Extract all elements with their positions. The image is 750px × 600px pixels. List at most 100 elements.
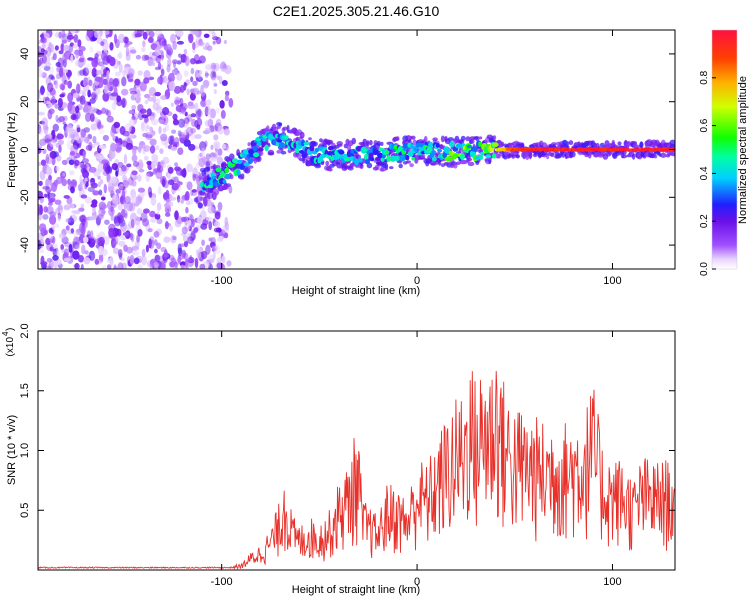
heatmap-cell: [148, 30, 155, 38]
heatmap-cell: [42, 96, 47, 105]
heatmap-cell: [172, 113, 178, 121]
heatmap-cell: [165, 212, 171, 217]
heatmap-cell: [67, 70, 71, 80]
heatmap-cell: [278, 122, 283, 126]
heatmap-cell: [55, 166, 60, 172]
heatmap-cell: [359, 163, 364, 169]
heatmap-cell: [47, 238, 54, 244]
heatmap-cell: [127, 78, 134, 83]
heatmap-cell: [153, 262, 160, 268]
heatmap-cell: [116, 77, 120, 88]
heatmap-cell: [123, 201, 127, 210]
heatmap-cell: [73, 230, 78, 237]
heatmap-cell: [190, 113, 197, 118]
heatmap-cell: [194, 257, 199, 269]
heatmap-cell: [431, 156, 437, 162]
heatmap-cell: [452, 146, 459, 152]
heatmap-cell: [110, 127, 115, 138]
heatmap-cell: [188, 143, 196, 151]
heatmap-cell: [67, 178, 71, 185]
heatmap-cell: [145, 244, 149, 253]
heatmap-cell: [150, 196, 157, 206]
heatmap-cell: [203, 79, 210, 87]
heatmap-cell: [492, 135, 497, 140]
heatmap-cell: [193, 174, 199, 179]
heatmap-cell: [52, 248, 58, 257]
heatmap-cell: [139, 108, 147, 114]
heatmap-cell: [221, 143, 227, 150]
heatmap-cell: [470, 138, 475, 144]
heatmap-cell: [171, 68, 179, 76]
heatmap-cell: [162, 156, 170, 165]
heatmap-cell: [70, 204, 75, 209]
heatmap-cell: [144, 155, 149, 161]
heatmap-cell: [119, 185, 126, 191]
heatmap-cell: [40, 85, 45, 96]
heatmap-cell: [147, 36, 154, 44]
heatmap-cell: [94, 30, 100, 39]
heatmap-cell: [180, 264, 185, 269]
heatmap-cell: [528, 152, 532, 160]
heatmap-cell: [97, 163, 104, 173]
heatmap-cell: [188, 197, 194, 205]
heatmap-cell: [98, 245, 105, 256]
heatmap-cell: [107, 206, 115, 217]
heatmap-cell: [49, 211, 56, 218]
heatmap-cell: [126, 246, 133, 254]
heatmap-cell: [138, 144, 142, 154]
heatmap-cell: [98, 189, 103, 196]
heatmap-cell: [58, 233, 66, 239]
heatmap-cell: [40, 48, 45, 53]
heatmap-cell: [210, 144, 214, 150]
heatmap-cell: [93, 87, 101, 95]
heatmap-cell: [92, 190, 100, 196]
heatmap-cell: [253, 152, 260, 158]
heatmap-cell: [155, 98, 161, 106]
heatmap-cell: [213, 227, 220, 233]
heatmap-cell: [85, 112, 91, 122]
colorbar-tick-label: 0.8: [699, 70, 710, 84]
heatmap-cell: [90, 107, 97, 114]
heatmap-cell: [89, 215, 96, 221]
heatmap-cell: [134, 33, 142, 38]
heatmap-cell: [67, 80, 73, 89]
heatmap-cell: [81, 244, 86, 255]
heatmap-cell: [195, 108, 203, 119]
heatmap-cell: [54, 45, 59, 51]
heatmap-cell: [61, 30, 66, 39]
heatmap-cell: [209, 108, 216, 119]
heatmap-cell: [58, 144, 62, 153]
heatmap-cell: [184, 117, 190, 124]
heatmap-cell: [297, 153, 302, 160]
colorbar: 0.0 0.2 0.4 0.6 0.8 Normalized spectral ampl…: [699, 29, 749, 276]
heatmap-cell: [410, 135, 416, 140]
heatmap-cell: [177, 130, 182, 137]
heatmap-cell: [199, 196, 205, 201]
heatmap-cell: [102, 134, 109, 142]
heatmap-cell: [172, 119, 179, 126]
heatmap-cell: [118, 240, 126, 247]
heatmap-cell: [70, 138, 77, 145]
heatmap-cell: [132, 161, 140, 167]
heatmap-cell: [200, 84, 204, 95]
heatmap-cell: [164, 139, 169, 149]
heatmap-cell: [170, 33, 176, 44]
heatmap-cell: [156, 165, 164, 173]
heatmap-cell: [226, 145, 230, 153]
heatmap-cell: [165, 189, 170, 199]
heatmap-cell: [153, 231, 160, 238]
heatmap-cell: [210, 70, 217, 81]
heatmap-cell: [405, 154, 410, 161]
heatmap-cell: [70, 54, 74, 63]
heatmap-cell: [211, 245, 218, 251]
heatmap-cell: [194, 30, 199, 37]
figure-title: C2E1.2025.305.21.46.G10: [273, 3, 440, 19]
heatmap-cell: [38, 59, 42, 67]
heatmap-cell: [221, 161, 227, 169]
heatmap-cell: [146, 171, 154, 177]
heatmap-cell: [500, 141, 505, 147]
heatmap-cell: [85, 163, 90, 171]
heatmap-cell: [57, 139, 64, 145]
heatmap-cell: [83, 257, 91, 265]
heatmap-cell: [108, 186, 116, 194]
